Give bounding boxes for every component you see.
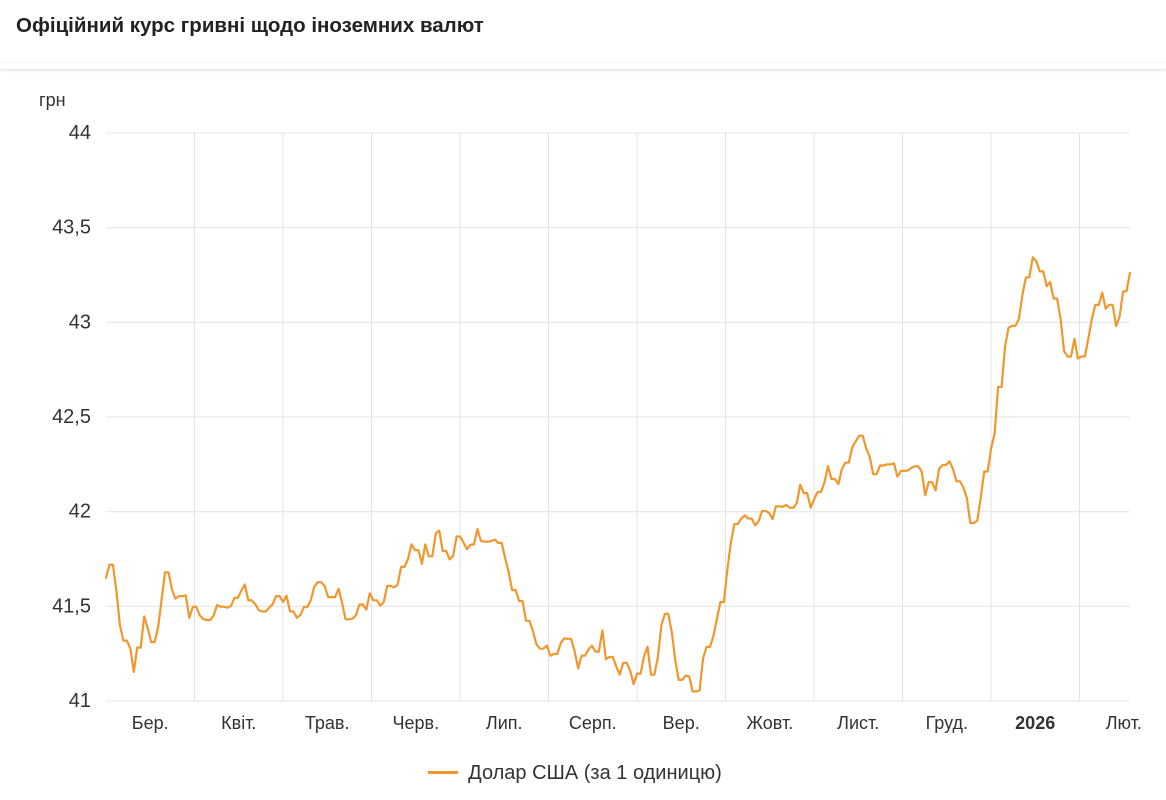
svg-text:Лют.: Лют.	[1106, 713, 1142, 733]
svg-text:Вер.: Вер.	[663, 713, 700, 733]
svg-text:Трав.: Трав.	[305, 713, 350, 733]
svg-text:41,5: 41,5	[52, 595, 91, 617]
svg-text:Жовт.: Жовт.	[746, 713, 793, 733]
svg-text:2026: 2026	[1015, 713, 1055, 733]
svg-text:41: 41	[69, 690, 91, 712]
svg-text:42: 42	[69, 501, 91, 523]
svg-text:Лип.: Лип.	[486, 713, 523, 733]
svg-text:Серп.: Серп.	[569, 713, 617, 733]
svg-text:42,5: 42,5	[52, 406, 91, 428]
svg-text:грн: грн	[39, 90, 66, 110]
svg-text:Груд.: Груд.	[926, 713, 968, 733]
svg-text:Квіт.: Квіт.	[221, 713, 256, 733]
svg-text:43: 43	[69, 311, 91, 333]
svg-text:43,5: 43,5	[52, 217, 91, 239]
svg-text:Бер.: Бер.	[132, 713, 169, 733]
svg-text:44: 44	[69, 122, 91, 144]
svg-text:Черв.: Черв.	[393, 713, 440, 733]
svg-text:Лист.: Лист.	[837, 713, 879, 733]
